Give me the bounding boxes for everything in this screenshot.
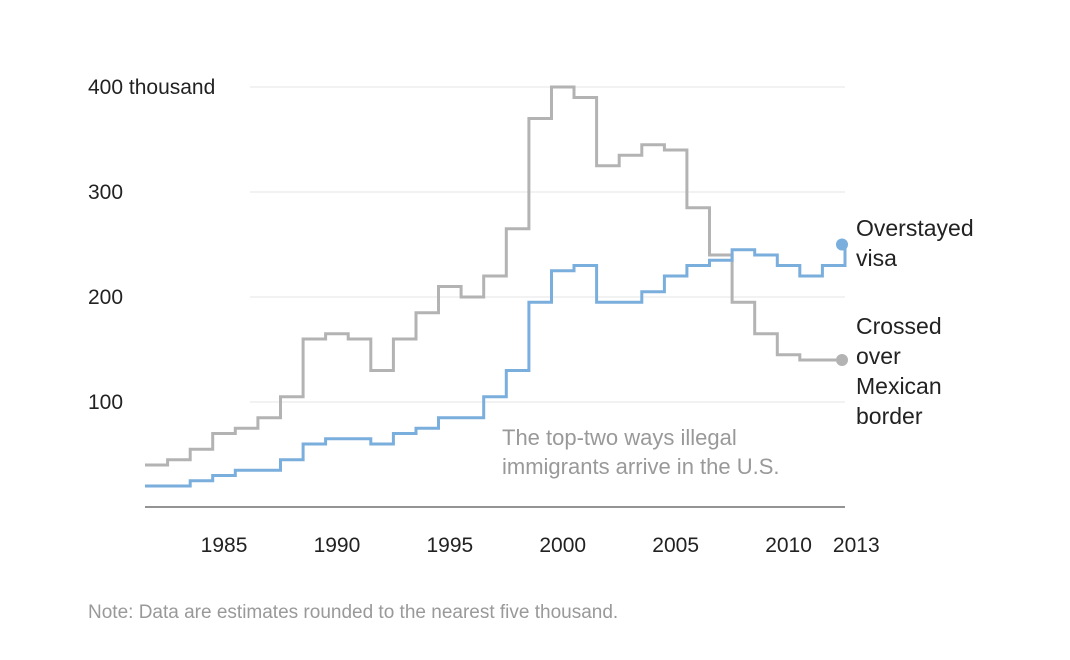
- series-label-border: over: [856, 343, 901, 369]
- chart-annotation-line: The top-two ways illegal: [502, 425, 737, 450]
- series-line-visa: [145, 243, 847, 488]
- y-tick-label: 100: [88, 391, 123, 414]
- x-tick-label: 2000: [539, 534, 586, 557]
- x-tick-label: 1985: [201, 534, 248, 557]
- series-end-dot-border: [836, 354, 848, 366]
- series-label-visa: visa: [856, 245, 897, 271]
- series-label-border: Mexican: [856, 373, 942, 399]
- x-tick-label: 2013: [833, 534, 880, 557]
- series-label-border: border: [856, 403, 923, 429]
- series-line-border: [145, 85, 845, 467]
- x-tick-label: 2010: [765, 534, 812, 557]
- chart-note: Note: Data are estimates rounded to the …: [88, 602, 619, 623]
- y-tick-label: 400 thousand: [88, 76, 215, 99]
- x-tick-label: 1995: [426, 534, 473, 557]
- x-tick-label: 1990: [314, 534, 361, 557]
- y-tick-label: 300: [88, 181, 123, 204]
- series-label-visa: Overstayed: [856, 215, 974, 241]
- series-end-dot-visa: [836, 238, 848, 251]
- x-tick-label: 2005: [652, 534, 699, 557]
- y-tick-label: 200: [88, 286, 123, 309]
- series-label-border: Crossed: [856, 313, 942, 339]
- chart-annotation-line: immigrants arrive in the U.S.: [502, 454, 780, 479]
